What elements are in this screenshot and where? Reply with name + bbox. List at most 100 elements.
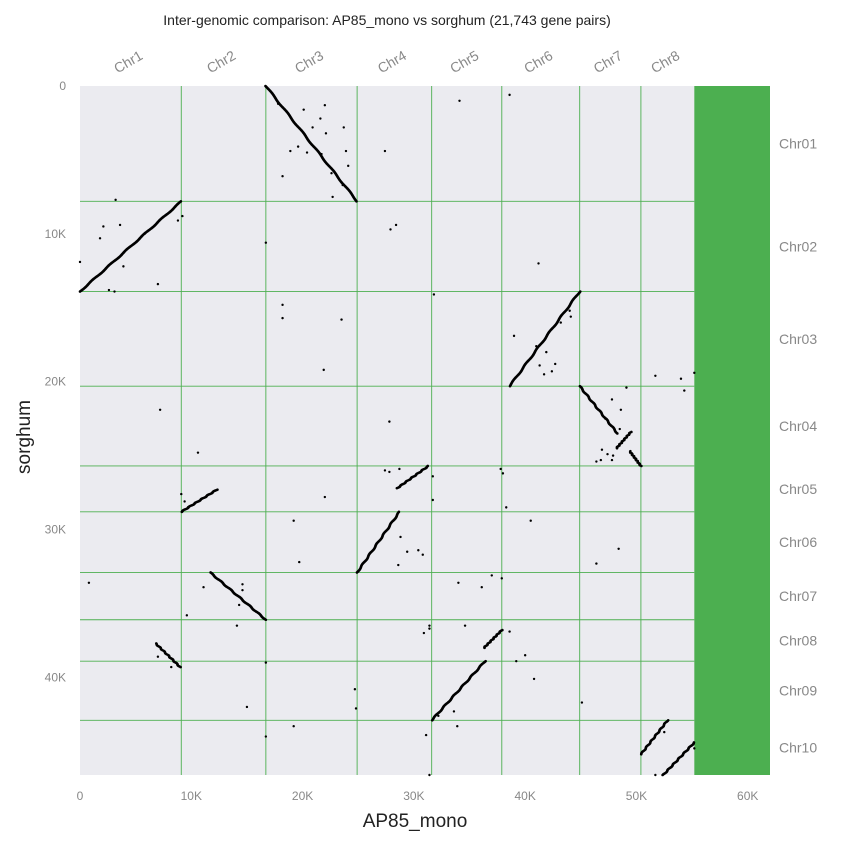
gene-pair-point xyxy=(107,288,111,292)
gene-pair-point xyxy=(383,469,387,472)
synteny-block xyxy=(508,290,582,388)
synteny-block xyxy=(355,510,401,574)
gene-pair-point xyxy=(353,688,357,691)
x-chromosome-label: Chr7 xyxy=(591,47,625,76)
gene-pair-point xyxy=(431,475,434,478)
synteny-block xyxy=(578,384,619,435)
x-tick-label: 60K xyxy=(737,789,758,803)
x-tick-label: 20K xyxy=(292,789,313,803)
x-chromosome-label: Chr4 xyxy=(375,47,409,76)
gene-pair-point xyxy=(426,464,430,468)
gene-pair-point xyxy=(399,535,402,539)
y-axis-label: sorghum xyxy=(14,400,35,474)
gene-pair-point xyxy=(421,553,424,556)
gene-pair-point xyxy=(302,108,305,111)
gene-pair-point xyxy=(545,350,548,354)
gene-pair-point xyxy=(235,624,239,627)
gene-pair-point xyxy=(176,219,180,222)
gene-pair-point xyxy=(428,627,431,630)
gene-pair-point xyxy=(515,659,518,663)
gene-pair-point xyxy=(397,563,400,567)
gene-pair-point xyxy=(389,228,392,231)
gene-pair-point xyxy=(180,492,183,496)
synteny-block xyxy=(639,718,670,756)
y-chromosome-label: Chr05 xyxy=(779,481,817,497)
x-chromosome-label: Chr6 xyxy=(521,47,555,76)
gene-pair-point xyxy=(693,371,696,375)
gene-pair-point xyxy=(311,126,314,129)
y-chromosome-label: Chr08 xyxy=(779,632,817,648)
gene-pair-point xyxy=(87,581,91,584)
gene-pair-point xyxy=(424,733,428,737)
x-tick-labels: 0 10K 20K 30K 40K 50K 60K xyxy=(77,789,759,803)
gene-pair-point xyxy=(281,303,284,307)
gene-pair-point xyxy=(508,630,511,633)
gene-pair-point xyxy=(611,454,615,457)
gene-pair-point xyxy=(484,659,487,663)
gene-pair-point xyxy=(683,389,686,392)
gene-pair-points xyxy=(78,84,696,777)
gene-pair-point xyxy=(264,661,268,664)
y-tick-label: 20K xyxy=(45,375,66,389)
gene-pair-point xyxy=(542,373,546,376)
gene-pair-point xyxy=(331,195,334,199)
unaligned-region xyxy=(694,86,770,775)
gene-pair-point xyxy=(463,624,467,627)
synteny-block xyxy=(395,464,430,490)
synteny-block xyxy=(180,488,219,514)
y-chromosome-label: Chr10 xyxy=(779,740,817,756)
gene-pair-point xyxy=(296,145,300,148)
gene-pair-point xyxy=(458,99,461,102)
gene-pair-point xyxy=(114,198,117,202)
gene-pair-point xyxy=(512,334,516,338)
gene-pair-point xyxy=(122,265,125,268)
gene-pair-point xyxy=(322,368,325,372)
gene-pair-point xyxy=(156,655,160,658)
y-chromosome-label: Chr03 xyxy=(779,331,817,347)
x-chromosome-label: Chr3 xyxy=(292,47,326,76)
x-tick-label: 30K xyxy=(403,789,424,803)
y-tick-label: 0 xyxy=(59,79,66,93)
y-chromosome-label: Chr07 xyxy=(779,588,817,604)
gene-pair-point xyxy=(179,200,183,203)
gene-pair-point xyxy=(388,420,391,423)
gene-pair-point xyxy=(630,430,633,434)
y-chromosome-label: Chr04 xyxy=(779,418,817,434)
x-chromosome-labels: Chr1 Chr2 Chr3 Chr4 Chr5 Chr6 Chr7 Chr8 xyxy=(111,47,682,76)
gene-pair-point xyxy=(319,117,322,120)
x-axis-label: AP85_mono xyxy=(363,811,468,832)
gene-pair-point xyxy=(422,631,426,635)
gene-pair-point xyxy=(289,149,292,153)
gene-pair-point xyxy=(281,174,284,178)
synteny-block xyxy=(615,430,633,450)
gene-pair-point xyxy=(320,152,323,156)
gene-pair-point xyxy=(578,290,582,293)
gene-pair-point xyxy=(196,451,200,454)
gene-pair-point xyxy=(330,172,333,175)
x-chromosome-label: Chr1 xyxy=(111,47,145,76)
y-tick-label: 10K xyxy=(45,227,66,241)
gene-pair-point xyxy=(216,488,219,491)
gene-pair-point xyxy=(550,370,554,373)
gene-pair-point xyxy=(398,467,401,471)
x-tick-label: 0 xyxy=(77,789,84,803)
gene-pair-point xyxy=(264,735,268,738)
gene-pair-point xyxy=(298,560,301,564)
gene-pair-point xyxy=(170,665,173,669)
gene-pair-point xyxy=(281,316,284,320)
gene-pair-point xyxy=(417,549,420,552)
gene-pair-point xyxy=(158,408,162,412)
gene-pair-point xyxy=(693,747,696,750)
gene-pair-point xyxy=(610,398,614,401)
gene-pair-point xyxy=(305,151,309,154)
gene-pair-point xyxy=(619,408,623,412)
gene-pair-point xyxy=(508,93,511,97)
x-chromosome-label: Chr2 xyxy=(204,47,238,76)
gene-pair-point xyxy=(241,583,244,586)
gene-pair-point xyxy=(663,730,666,734)
gene-pair-point xyxy=(569,315,572,318)
gene-pair-point xyxy=(383,149,387,153)
gene-pair-point xyxy=(179,665,182,669)
gene-pair-point xyxy=(388,470,391,474)
